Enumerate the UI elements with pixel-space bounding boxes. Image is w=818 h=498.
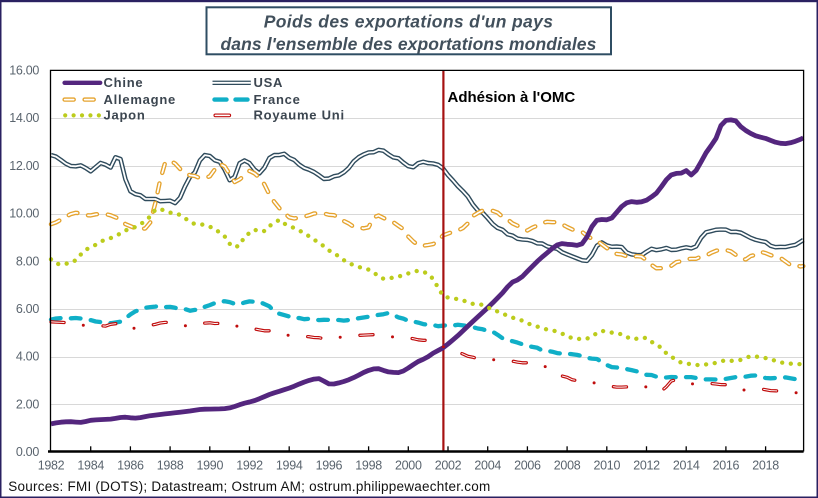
svg-text:Sources: FMI (DOTS); Datastrea: Sources: FMI (DOTS); Datastream; Ostrum …	[8, 479, 490, 494]
svg-text:Poids des exportations d'un pa: Poids des exportations d'un pays	[264, 12, 554, 32]
svg-text:10.00: 10.00	[9, 207, 39, 221]
svg-text:2004: 2004	[474, 459, 501, 473]
svg-text:1998: 1998	[355, 459, 382, 473]
svg-text:2016: 2016	[713, 459, 740, 473]
svg-text:dans l'ensemble des exportatio: dans l'ensemble des exportations mondial…	[221, 34, 597, 54]
svg-text:2014: 2014	[673, 459, 700, 473]
svg-text:0.00: 0.00	[16, 445, 39, 459]
svg-text:2008: 2008	[554, 459, 581, 473]
svg-text:1988: 1988	[157, 459, 184, 473]
svg-text:1986: 1986	[117, 459, 144, 473]
svg-text:2002: 2002	[435, 459, 462, 473]
svg-text:1982: 1982	[38, 459, 65, 473]
svg-text:2000: 2000	[395, 459, 422, 473]
svg-text:Chine: Chine	[104, 75, 144, 90]
svg-text:Royaume Uni: Royaume Uni	[254, 108, 345, 123]
svg-text:2.00: 2.00	[16, 397, 39, 411]
svg-text:Adhésion à l'OMC: Adhésion à l'OMC	[448, 89, 576, 106]
svg-text:8.00: 8.00	[16, 254, 39, 268]
svg-text:1984: 1984	[77, 459, 104, 473]
svg-text:1996: 1996	[316, 459, 343, 473]
svg-text:2006: 2006	[514, 459, 541, 473]
svg-text:12.00: 12.00	[9, 159, 39, 173]
svg-text:2010: 2010	[593, 459, 620, 473]
svg-text:16.00: 16.00	[9, 64, 39, 78]
svg-text:4.00: 4.00	[16, 350, 39, 364]
svg-text:6.00: 6.00	[16, 302, 39, 316]
svg-text:2012: 2012	[633, 459, 660, 473]
svg-text:14.00: 14.00	[9, 111, 39, 125]
svg-text:2018: 2018	[752, 459, 779, 473]
svg-text:France: France	[254, 92, 301, 107]
svg-text:Japon: Japon	[104, 108, 146, 123]
svg-text:1992: 1992	[236, 459, 263, 473]
svg-text:Allemagne: Allemagne	[104, 92, 177, 107]
svg-text:1990: 1990	[196, 459, 223, 473]
svg-text:USA: USA	[254, 75, 284, 90]
svg-text:1994: 1994	[276, 459, 303, 473]
